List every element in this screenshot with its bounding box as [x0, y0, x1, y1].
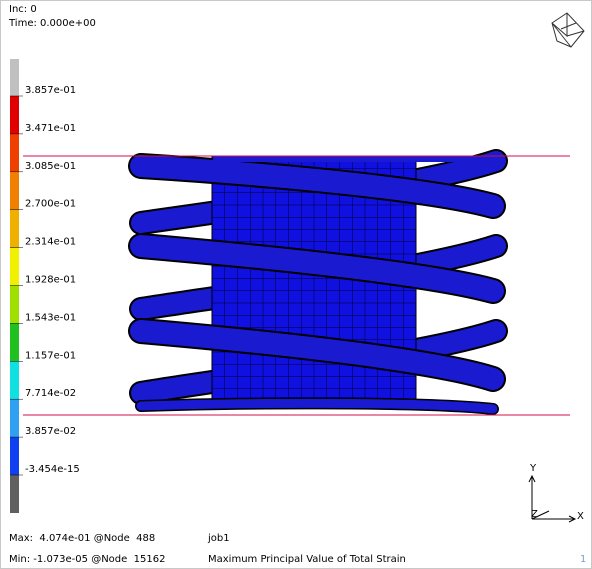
legend-label: 1.157e-01 [25, 350, 76, 361]
min-info: Min: -1.073e-05 @Node 15162 [9, 554, 165, 565]
legend-swatch [10, 361, 19, 400]
time: Time: 0.000e+00 [8, 18, 96, 29]
legend-swatch [10, 437, 19, 475]
window-number: 1 [580, 554, 586, 565]
legend-swatch [10, 247, 19, 286]
legend-swatch [10, 133, 19, 172]
axis-triad [528, 474, 577, 523]
axis-label: X [577, 511, 584, 522]
legend-label: 1.543e-01 [25, 312, 76, 323]
color-legend: 3.857e-01 3.471e-01 3.085e-01 2.700e-01 2.31… [10, 59, 80, 513]
axis-label: Z [531, 509, 538, 520]
legend-label: 3.857e-01 [25, 85, 76, 96]
legend-swatch [10, 96, 19, 134]
legend-label: 1.928e-01 [25, 275, 76, 286]
legend-label: -3.454e-15 [25, 464, 80, 475]
view-triad [551, 12, 585, 48]
spring-model [23, 149, 570, 416]
job-name: job1 [207, 533, 230, 544]
legend-label: 2.314e-01 [25, 237, 76, 248]
legend-label: 3.857e-02 [25, 426, 76, 437]
legend-swatch [10, 209, 19, 248]
legend-swatch [10, 285, 19, 324]
max-info: Max: 4.074e-01 @Node 488 [9, 533, 155, 544]
legend-swatch [10, 171, 19, 210]
legend-label: 2.700e-01 [25, 199, 76, 210]
legend-label: 3.085e-01 [25, 161, 76, 172]
legend-swatch [10, 475, 19, 513]
legend-label: 7.714e-02 [25, 388, 76, 399]
quantity-name: Maximum Principal Value of Total Strain [208, 554, 406, 565]
legend-label: 3.471e-01 [25, 123, 76, 134]
legend-swatch [10, 399, 19, 438]
legend-swatch [10, 323, 19, 362]
increment: Inc: 0 [9, 4, 37, 15]
legend-swatch [10, 59, 19, 96]
axis-label: Y [529, 463, 537, 474]
